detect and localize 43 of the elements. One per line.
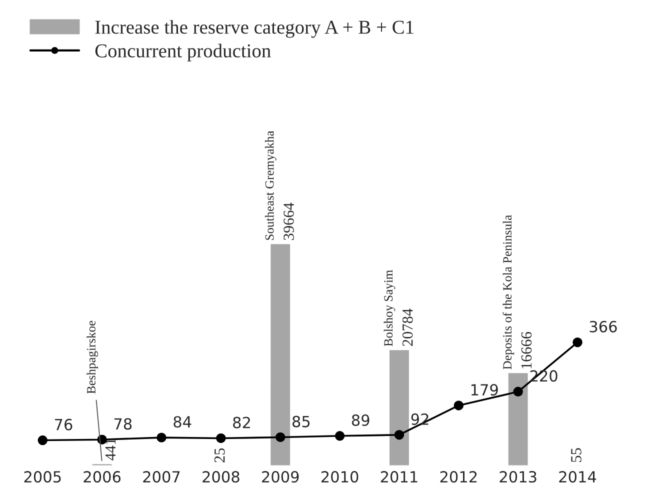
data-label: 84	[174, 416, 192, 428]
x-tick-label: 2006	[84, 471, 121, 483]
data-label: 76	[55, 418, 72, 430]
point	[572, 337, 582, 348]
x-tick-label: 2011	[380, 471, 418, 483]
point	[276, 432, 286, 442]
annotation: Bolshoy Sayim	[384, 270, 396, 346]
data-label: 85	[292, 416, 310, 428]
annotation: Beshpagirskoe	[86, 320, 98, 394]
data-label: 92	[411, 413, 428, 425]
point	[38, 435, 48, 446]
x-tick-label: 2014	[559, 471, 596, 483]
legend-label: Concurrent production	[95, 44, 271, 62]
data-label: 25	[214, 448, 225, 462]
point	[454, 400, 464, 410]
data-label: 16666	[521, 332, 532, 368]
data-label: 55	[571, 448, 582, 462]
x-tick-label: 2007	[143, 471, 180, 483]
data-label: 39664	[284, 202, 294, 240]
data-label: 78	[114, 418, 132, 430]
point	[334, 431, 345, 441]
point	[156, 432, 166, 442]
point	[513, 386, 523, 397]
bar	[388, 348, 410, 466]
data-label: 82	[233, 416, 250, 428]
data-label: 179	[471, 384, 498, 396]
annotation: Southeast Gremyakha	[264, 130, 276, 240]
x-tick-label: 2005	[24, 471, 61, 483]
point	[216, 433, 226, 444]
legend-label: Increase the reserve category A + B + C1	[95, 20, 414, 38]
x-tick-label: 2013	[500, 471, 536, 483]
bar	[269, 242, 292, 466]
annotation: Deposits of the Kola Peninsula	[502, 215, 514, 370]
x-tick-label: 2012	[440, 471, 477, 483]
x-tick-label: 2008	[202, 471, 240, 483]
data-label: 20784	[402, 308, 413, 346]
x-tick-label: 2009	[262, 471, 299, 483]
bar	[506, 372, 530, 466]
data-label: 89	[352, 414, 370, 426]
data-label: 441	[105, 438, 116, 460]
data-label: 366	[590, 320, 617, 332]
x-tick-label: 2010	[321, 471, 358, 483]
point	[394, 430, 404, 440]
